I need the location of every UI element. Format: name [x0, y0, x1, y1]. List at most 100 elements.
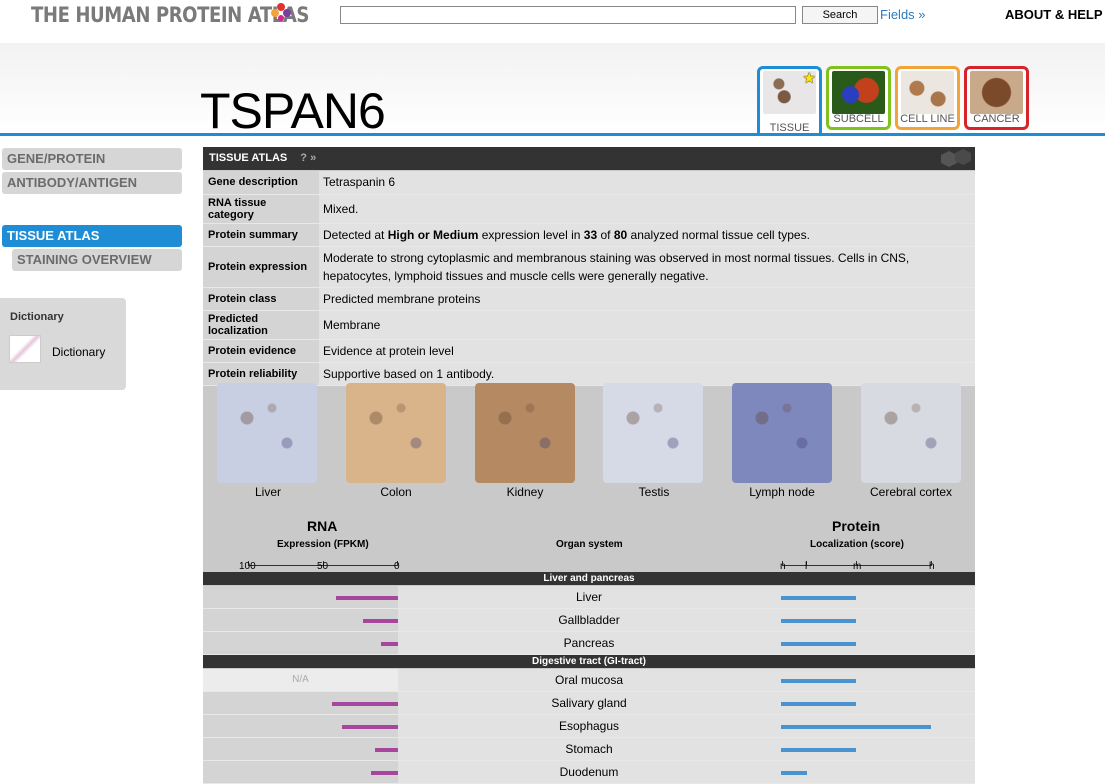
table-row: Protein class Predicted membrane protein…: [203, 287, 975, 311]
rna-bar: [336, 596, 398, 600]
organ-name: Pancreas: [398, 632, 780, 654]
organ-name: Oral mucosa: [398, 669, 780, 691]
rna-tick: [323, 561, 324, 566]
about-help-link[interactable]: ABOUT & HELP: [1005, 7, 1103, 22]
protein-bar: [781, 679, 856, 683]
rna-title: RNA: [307, 518, 338, 534]
protein-bar: [781, 771, 807, 775]
tissue-label: Kidney: [506, 485, 544, 499]
protein-cell: [780, 609, 975, 631]
row-value: Membrane: [319, 310, 975, 340]
gene-info-table: Gene description Tetraspanin 6 RNA tissu…: [203, 171, 975, 386]
sidebar-item-gene-protein[interactable]: GENE/PROTEIN: [2, 148, 182, 170]
table-row: RNA tissue category Mixed.: [203, 194, 975, 224]
tissue-image-lymph-node[interactable]: [732, 383, 832, 483]
protein-tick-label: n: [780, 561, 786, 572]
tab-subcell[interactable]: SUBCELL: [826, 66, 891, 130]
help-link[interactable]: ? »: [300, 152, 317, 164]
table-row: Gene description Tetraspanin 6: [203, 171, 975, 195]
row-value: Tetraspanin 6: [319, 171, 975, 195]
tissue-image-cerebral-cortex[interactable]: [861, 383, 961, 483]
rna-cell: [203, 761, 398, 783]
protein-cell: [780, 715, 975, 737]
hexagon-decoration-icon: [941, 149, 971, 167]
search-button[interactable]: Search: [802, 6, 878, 24]
tissue-label: Testis: [638, 485, 670, 499]
organ-row[interactable]: Esophagus: [203, 715, 975, 738]
rna-bar: [381, 642, 398, 646]
row-value: Predicted membrane proteins: [319, 287, 975, 311]
summary-text: of: [597, 227, 614, 242]
protein-bar: [781, 702, 856, 706]
sidebar-item-staining-overview[interactable]: STAINING OVERVIEW: [12, 249, 182, 271]
organ-row[interactable]: Pancreas: [203, 632, 975, 655]
tissue-image-testis[interactable]: [603, 383, 703, 483]
organ-group-header[interactable]: Digestive tract (GI-tract): [203, 655, 975, 668]
organ-row[interactable]: Liver: [203, 586, 975, 609]
protein-tick: [806, 561, 807, 566]
organ-row[interactable]: Salivary gland: [203, 692, 975, 715]
dictionary-icon[interactable]: [9, 335, 41, 363]
header-divider: [0, 133, 1105, 136]
organ-name: Salivary gland: [398, 692, 780, 714]
logo-hex-icon: [271, 3, 291, 21]
search-input[interactable]: [340, 6, 796, 24]
site-logo[interactable]: THE HUMAN PROTEIN ATLAS: [31, 3, 309, 27]
organ-name: Gallbladder: [398, 609, 780, 631]
tab-cancer-label: CANCER: [973, 113, 1020, 125]
table-row: Protein reliability Supportive based on …: [203, 362, 975, 386]
tissue-image-liver[interactable]: [217, 383, 317, 483]
row-key: RNA tissue category: [203, 194, 319, 224]
sidebar-item-tissue-atlas[interactable]: TISSUE ATLAS: [2, 225, 182, 247]
row-key: Protein reliability: [203, 362, 319, 386]
tissue-atlas-panel: TISSUE ATLAS ? » Gene description Tetras…: [203, 147, 975, 784]
row-key: Protein evidence: [203, 339, 319, 363]
rna-bar: [332, 702, 398, 706]
rna-axis: [248, 556, 398, 566]
protein-cell: [780, 761, 975, 783]
row-key: Predicted localization: [203, 310, 319, 340]
tab-tissue[interactable]: ★ TISSUE: [757, 66, 822, 136]
organ-row[interactable]: N/A Oral mucosa: [203, 669, 975, 692]
organ-row[interactable]: Stomach: [203, 738, 975, 761]
top-bar: THE HUMAN PROTEIN ATLAS Search Fields » …: [0, 0, 1105, 43]
rna-bar: [375, 748, 398, 752]
protein-bar: [781, 642, 856, 646]
organ-row[interactable]: Duodenum: [203, 761, 975, 784]
sidebar-item-antibody-antigen[interactable]: ANTIBODY/ANTIGEN: [2, 172, 182, 194]
rna-cell: [203, 586, 398, 608]
row-value: Detected at High or Medium expression le…: [319, 223, 975, 247]
protein-bar: [781, 748, 856, 752]
tab-subcell-label: SUBCELL: [833, 113, 884, 125]
fields-link[interactable]: Fields »: [880, 7, 926, 22]
rna-subtitle: Expression (FPKM): [277, 539, 369, 550]
row-value: Moderate to strong cytoplasmic and membr…: [319, 246, 975, 288]
panel-title: TISSUE ATLAS: [209, 152, 288, 164]
tab-cell-line-label: CELL LINE: [900, 113, 955, 125]
summary-text: analyzed normal tissue cell types.: [627, 227, 810, 242]
tab-cell-line[interactable]: CELL LINE: [895, 66, 960, 130]
summary-text: Detected at: [323, 227, 388, 242]
rna-cell: N/A: [203, 669, 398, 691]
tab-cancer[interactable]: CANCER: [964, 66, 1029, 130]
dictionary-box: Dictionary Dictionary: [0, 298, 126, 390]
summary-count: 33: [583, 227, 598, 242]
tissue-image-colon[interactable]: [346, 383, 446, 483]
protein-bar: [781, 725, 931, 729]
table-row: Predicted localization Membrane: [203, 310, 975, 340]
organ-name: Liver: [398, 586, 780, 608]
rna-tick-label: 100: [239, 561, 256, 572]
protein-tick: [931, 561, 932, 566]
rna-cell: [203, 632, 398, 654]
cell-line-tab-thumbnail: [901, 71, 954, 114]
protein-bar: [781, 596, 856, 600]
organ-row[interactable]: Gallbladder: [203, 609, 975, 632]
protein-cell: [780, 632, 975, 654]
dictionary-link[interactable]: Dictionary: [52, 345, 106, 359]
protein-title: Protein: [832, 518, 881, 534]
protein-axis: [782, 556, 932, 566]
organ-group-header[interactable]: Liver and pancreas: [203, 572, 975, 585]
protein-tick-label: h: [929, 561, 935, 572]
organ-system-header: Organ system: [556, 539, 623, 550]
tissue-image-kidney[interactable]: [475, 383, 575, 483]
